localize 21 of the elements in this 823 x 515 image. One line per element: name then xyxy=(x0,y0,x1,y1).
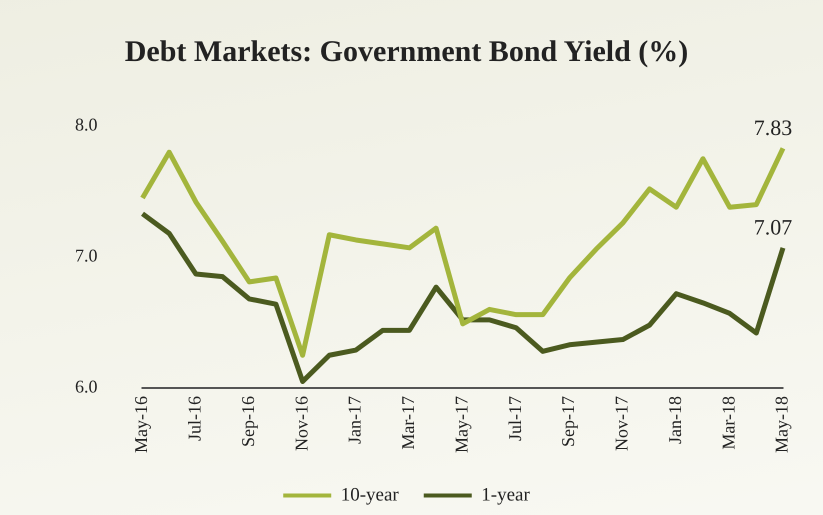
x-tick-label: Nov-17 xyxy=(612,396,632,452)
y-tick-label: 7.0 xyxy=(75,246,98,266)
x-tick-label: Nov-16 xyxy=(291,396,312,452)
y-tick-label: 6.0 xyxy=(75,376,98,397)
x-tick-label: May-17 xyxy=(451,396,472,454)
x-tick-label: Sep-16 xyxy=(238,396,258,448)
chart-title: Debt Markets: Government Bond Yield (%) xyxy=(124,34,688,68)
x-tick-label: Jan-18 xyxy=(664,396,685,444)
x-tick-label: Jul-17 xyxy=(504,396,525,442)
x-tick-label: Mar-17 xyxy=(398,396,418,450)
data-label: 7.07 xyxy=(754,214,792,240)
legend-label: 1-year xyxy=(481,484,530,506)
x-tick-label: May-18 xyxy=(772,396,792,454)
x-tick-label: May-16 xyxy=(131,396,152,454)
data-label: 7.83 xyxy=(754,115,792,140)
legend-label: 10-year xyxy=(340,484,400,506)
y-tick-label: 8.0 xyxy=(75,114,98,135)
x-tick-label: Sep-17 xyxy=(558,396,578,448)
x-tick-label: Jan-17 xyxy=(344,396,365,444)
x-tick-label: Jul-16 xyxy=(184,396,205,442)
x-tick-label: Mar-18 xyxy=(718,396,738,450)
